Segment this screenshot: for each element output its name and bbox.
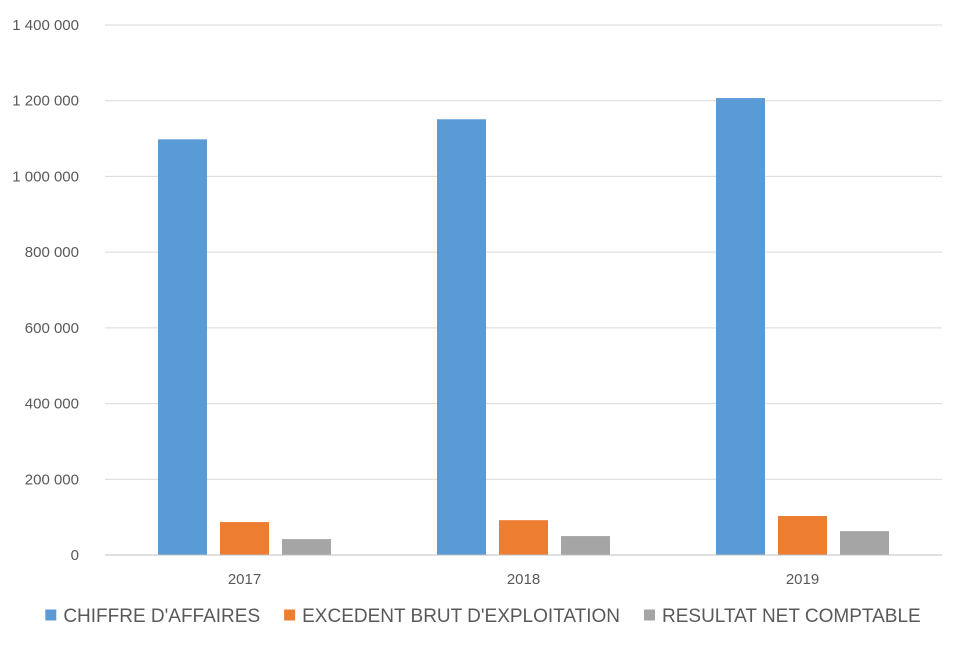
- legend-label: CHIFFRE D'AFFAIRES: [63, 606, 260, 627]
- bar: [840, 531, 889, 555]
- gridlines: [105, 24, 942, 480]
- x-tick-label: 2018: [507, 571, 540, 588]
- legend-label: RESULTAT NET COMPTABLE: [662, 606, 921, 627]
- x-tick-label: 2019: [786, 571, 819, 588]
- y-tick-label: 1 000 000: [12, 168, 79, 185]
- legend-swatch: [644, 609, 656, 621]
- y-tick-label: 200 000: [25, 471, 79, 488]
- bar: [778, 516, 827, 555]
- x-tick-label: 2017: [228, 571, 261, 588]
- y-tick-label: 0: [71, 547, 79, 564]
- y-tick-label: 1 400 000: [12, 17, 79, 34]
- bar: [282, 539, 331, 555]
- legend-label: EXCEDENT BRUT D'EXPLOITATION: [302, 606, 620, 627]
- legend-swatch: [284, 609, 296, 621]
- bar: [158, 139, 207, 556]
- y-tick-label: 400 000: [25, 396, 79, 413]
- bars: [158, 98, 889, 556]
- y-axis-tick-labels: 0 200 000 400 000 600 000 800 000 1 000 000 1 …: [12, 17, 79, 564]
- legend-item: RESULTAT NET COMPTABLE: [644, 606, 921, 627]
- legend-item: CHIFFRE D'AFFAIRES: [45, 606, 260, 627]
- y-tick-label: 800 000: [25, 244, 79, 261]
- y-tick-label: 1 200 000: [12, 93, 79, 110]
- x-axis-tick-labels: 2017 2018 2019: [228, 571, 819, 588]
- legend-item: EXCEDENT BRUT D'EXPLOITATION: [284, 606, 620, 627]
- bar: [437, 119, 486, 555]
- bar: [561, 536, 610, 555]
- bar: [499, 520, 548, 555]
- legend-swatch: [45, 609, 57, 621]
- bar: [220, 522, 269, 555]
- legend: CHIFFRE D'AFFAIRES EXCEDENT BRUT D'EXPLOI…: [45, 606, 921, 627]
- bar: [716, 98, 765, 556]
- y-tick-label: 600 000: [25, 320, 79, 337]
